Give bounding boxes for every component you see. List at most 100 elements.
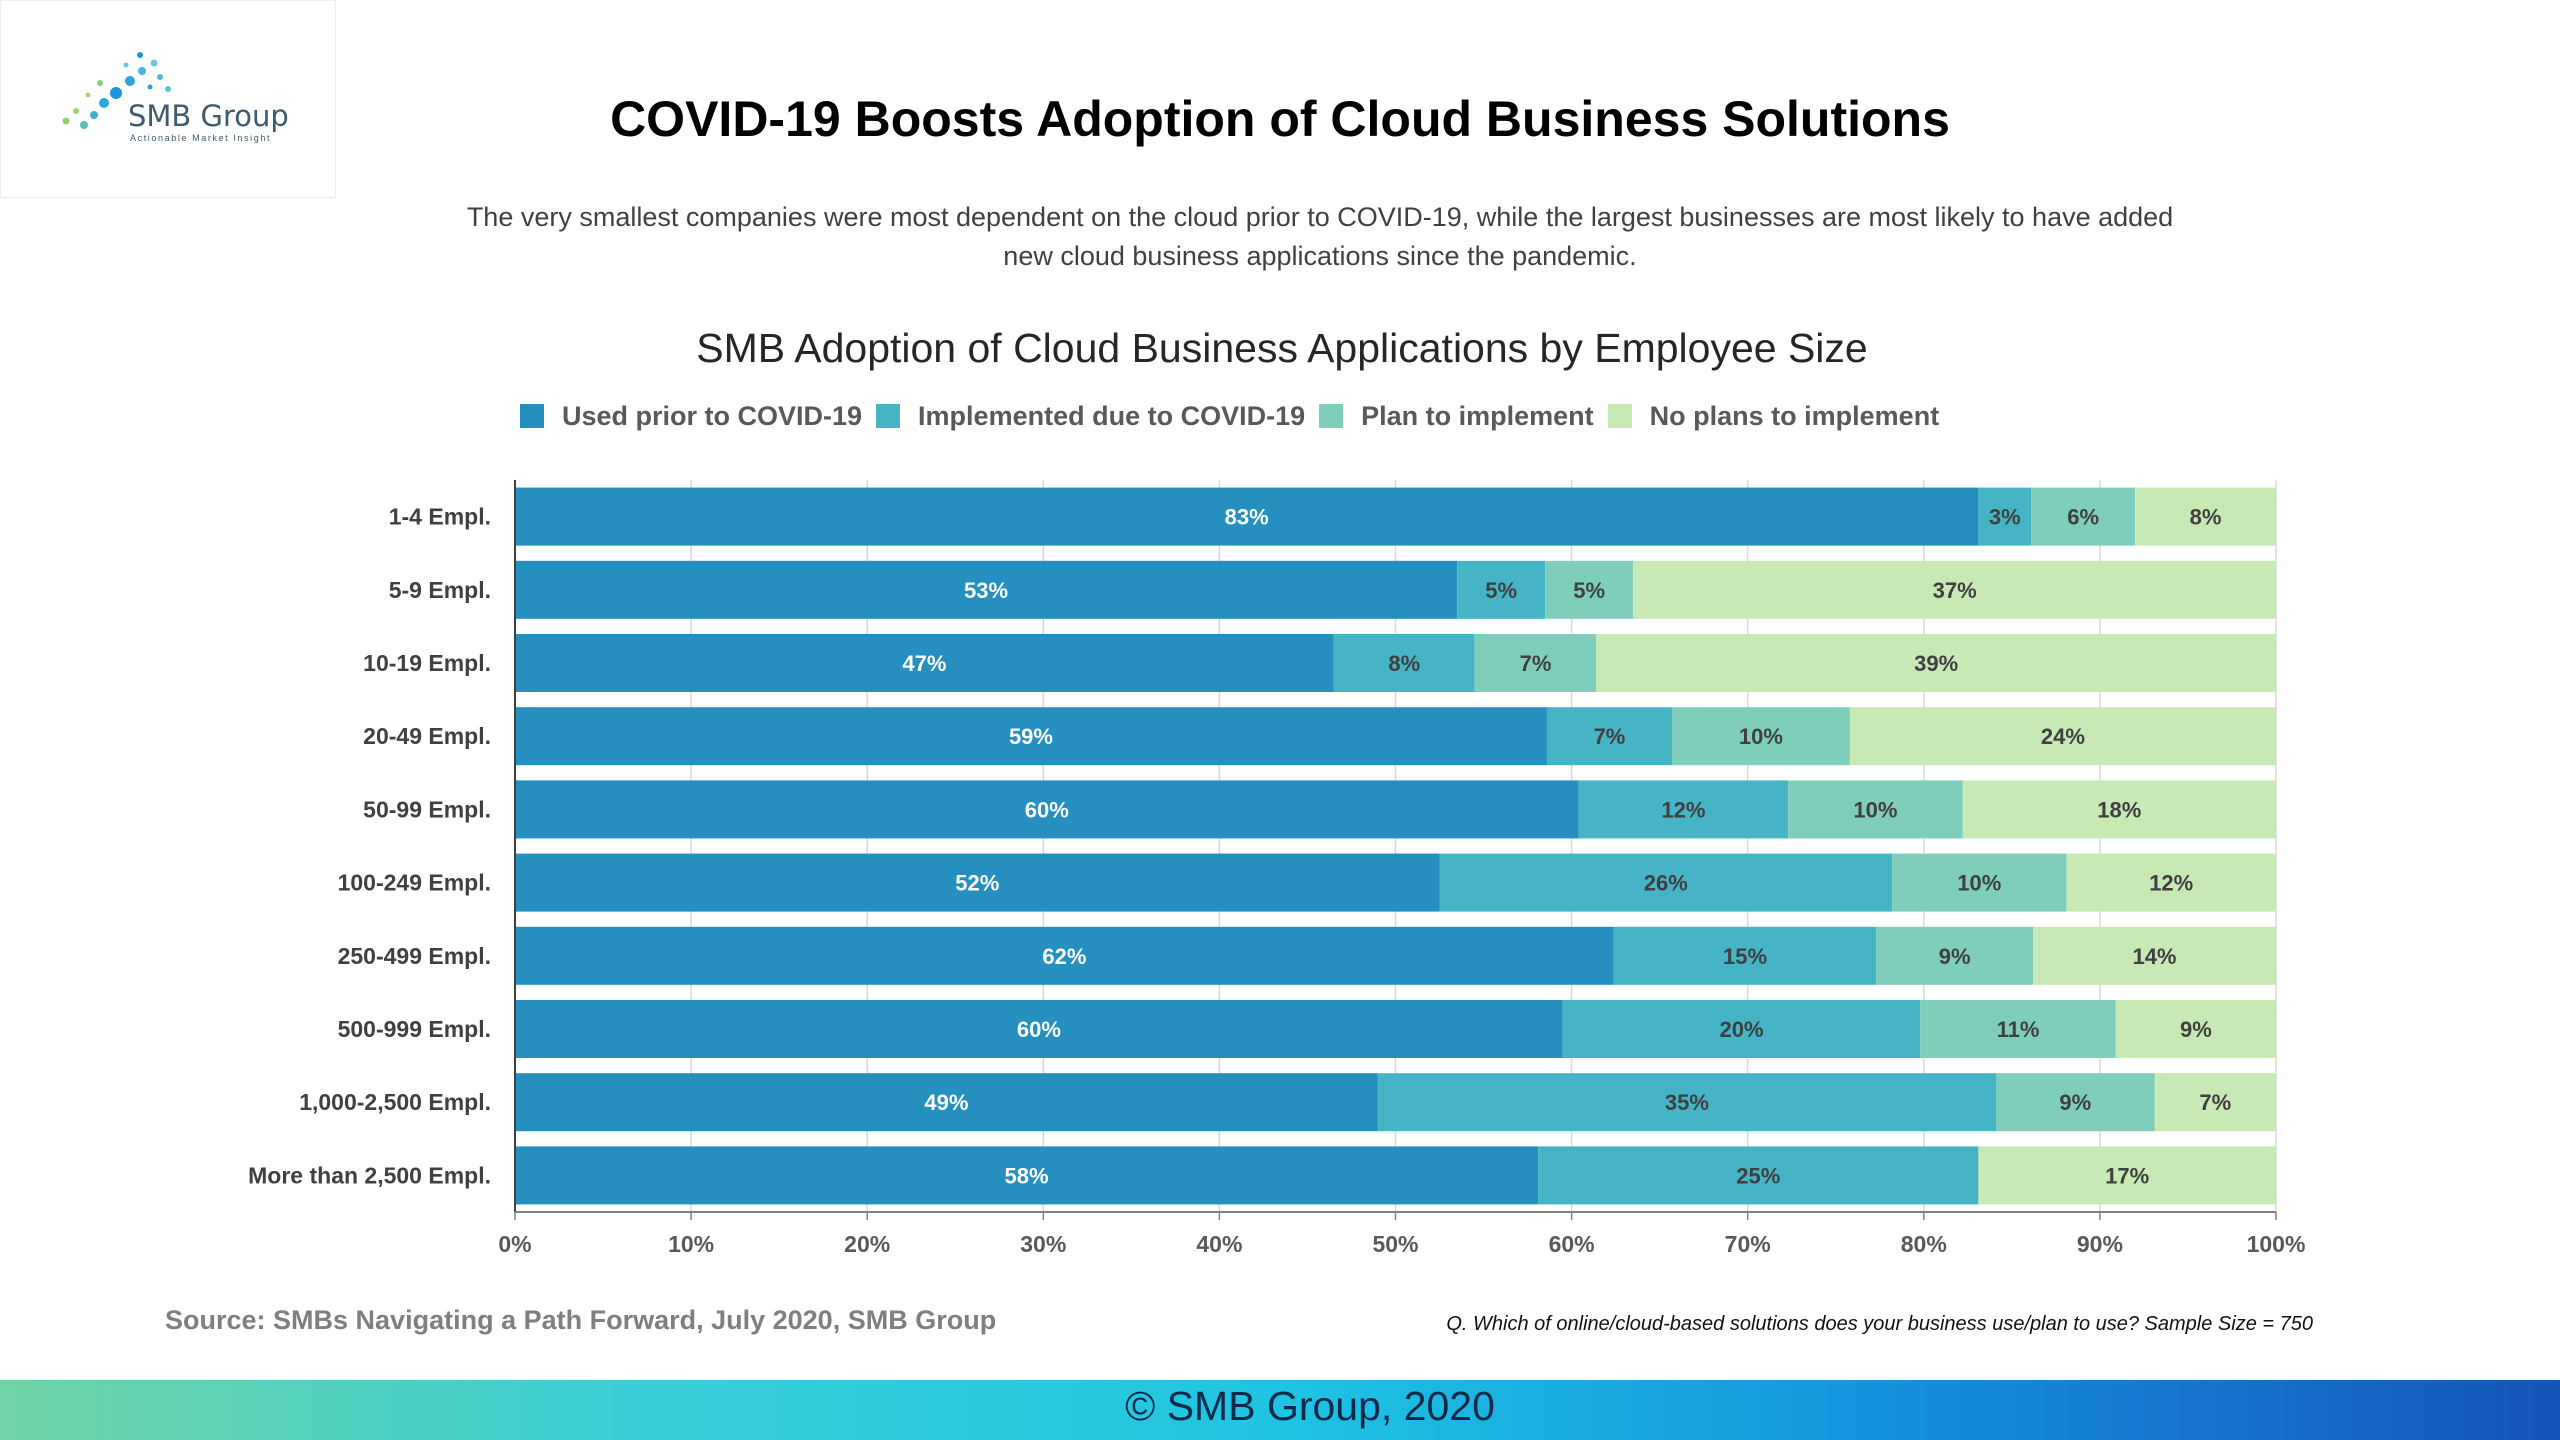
bar-segment: [1920, 1000, 2116, 1058]
x-tick-label: 90%: [2077, 1231, 2123, 1257]
data-label: 12%: [1661, 797, 1705, 822]
data-label: 39%: [1914, 651, 1958, 676]
data-label: 11%: [1997, 1017, 2040, 1042]
data-label: 60%: [1017, 1017, 1061, 1042]
bar-segment: [1457, 560, 1546, 619]
data-label: 49%: [924, 1090, 968, 1115]
bar-segment: [515, 780, 1579, 839]
bar-segment: [1538, 1146, 1979, 1205]
page-title: COVID-19 Boosts Adoption of Cloud Busine…: [610, 91, 1950, 147]
data-label: 7%: [1520, 651, 1552, 676]
x-tick-label: 70%: [1725, 1231, 1771, 1257]
data-label: 83%: [1225, 505, 1269, 530]
bar-segment: [2032, 926, 2276, 985]
bar-segment: [2066, 853, 2276, 912]
bar-segment: [515, 853, 1440, 912]
legend-label: Implemented due to COVID-19: [918, 400, 1306, 431]
data-label: 18%: [2097, 797, 2141, 822]
data-label: 3%: [1989, 505, 2021, 530]
x-tick-label: 0%: [498, 1231, 531, 1257]
category-label: 1-4 Empl.: [389, 504, 491, 530]
data-label: 9%: [2059, 1090, 2091, 1115]
bar-segment: [1333, 634, 1475, 692]
bar-segment: [1596, 634, 2276, 692]
bar-segment: [515, 926, 1614, 985]
legend-label: No plans to implement: [1649, 400, 1940, 431]
category-label: 250-499 Empl.: [338, 943, 491, 969]
bar-segment: [1613, 926, 1877, 985]
bar-segment: [1633, 560, 2276, 619]
data-label: 7%: [2199, 1090, 2231, 1115]
x-tick-label: 40%: [1196, 1231, 1242, 1257]
bar-segment: [1876, 926, 2033, 985]
bar-segment: [2031, 487, 2136, 546]
x-tick-label: 100%: [2247, 1231, 2306, 1257]
chart-title: SMB Adoption of Cloud Business Applicati…: [696, 325, 1868, 371]
category-label: 50-99 Empl.: [363, 796, 491, 822]
data-label: 52%: [955, 871, 999, 896]
bar-segment: [1978, 487, 2032, 546]
bar-segment: [515, 1000, 1563, 1058]
logo-dots-icon: [62, 52, 171, 129]
category-label: More than 2,500 Empl.: [248, 1162, 491, 1188]
legend-label: Plan to implement: [1361, 400, 1594, 431]
legend-item-used-prior: Used prior to COVID-19: [520, 401, 862, 432]
legend-swatch: [1607, 404, 1632, 428]
legend-swatch: [520, 404, 544, 428]
data-label: 5%: [1573, 578, 1605, 603]
bar-segment: [515, 560, 1458, 619]
data-label: 24%: [2041, 724, 2085, 749]
page-subtitle: The very smallest companies were most de…: [466, 202, 2174, 271]
data-label: 60%: [1025, 797, 1069, 822]
data-label: 26%: [1644, 871, 1688, 896]
data-label: 20%: [1720, 1017, 1764, 1042]
bar-segment: [1377, 1073, 1997, 1132]
legend-swatch: [876, 404, 901, 428]
data-label: 25%: [1736, 1163, 1780, 1188]
data-label: 9%: [1939, 944, 1971, 969]
data-label: 47%: [902, 651, 946, 676]
footer-bar: [0, 1380, 2560, 1440]
bar-segment: [1546, 707, 1672, 766]
survey-question-note: Q. Which of online/cloud-based solutions…: [1446, 1313, 2313, 1335]
bar-segment: [1545, 560, 1634, 619]
data-label: 9%: [2180, 1017, 2212, 1042]
bar-segment: [1578, 780, 1789, 839]
bar-segment: [1996, 1073, 2155, 1132]
data-label: 5%: [1485, 578, 1517, 603]
bar-segment: [1962, 780, 2276, 839]
legend-item-plan: Plan to implement: [1319, 401, 1594, 432]
chart-legend: Used prior to COVID-19 Implemented due t…: [520, 398, 1953, 434]
bar-segment: [1892, 853, 2067, 912]
bar-segment: [515, 487, 1979, 546]
x-tick-label: 80%: [1901, 1231, 1947, 1257]
category-label: 100-249 Empl.: [338, 870, 491, 896]
legend-swatch: [1319, 404, 1344, 428]
category-label: 5-9 Empl.: [389, 577, 491, 603]
bar-segment: [1978, 1146, 2276, 1205]
x-tick-label: 50%: [1372, 1231, 1418, 1257]
data-label: 12%: [2149, 871, 2193, 896]
bar-segment: [515, 1146, 1539, 1205]
bar-segment: [1788, 780, 1963, 839]
legend-item-implemented: Implemented due to COVID-19: [876, 401, 1305, 432]
x-tick-label: 10%: [668, 1231, 714, 1257]
category-label: 20-49 Empl.: [363, 723, 491, 749]
bar-segment: [1671, 707, 1850, 766]
data-label: 10%: [1957, 871, 2001, 896]
logo: SMB Group Actionable Market Insight: [0, 0, 336, 198]
data-label: 58%: [1005, 1163, 1049, 1188]
data-label: 35%: [1665, 1090, 1709, 1115]
bar-segment: [515, 707, 1547, 766]
bar-segment: [2115, 1000, 2276, 1058]
data-label: 59%: [1009, 724, 1053, 749]
data-label: 62%: [1042, 944, 1086, 969]
bar-segment: [515, 1073, 1378, 1132]
bar-segment: [1562, 1000, 1921, 1058]
data-label: 7%: [1594, 724, 1626, 749]
data-label: 53%: [964, 578, 1008, 603]
data-label: 14%: [2132, 944, 2176, 969]
footer-copyright: © SMB Group, 2020: [1125, 1383, 1495, 1429]
data-label: 10%: [1739, 724, 1783, 749]
